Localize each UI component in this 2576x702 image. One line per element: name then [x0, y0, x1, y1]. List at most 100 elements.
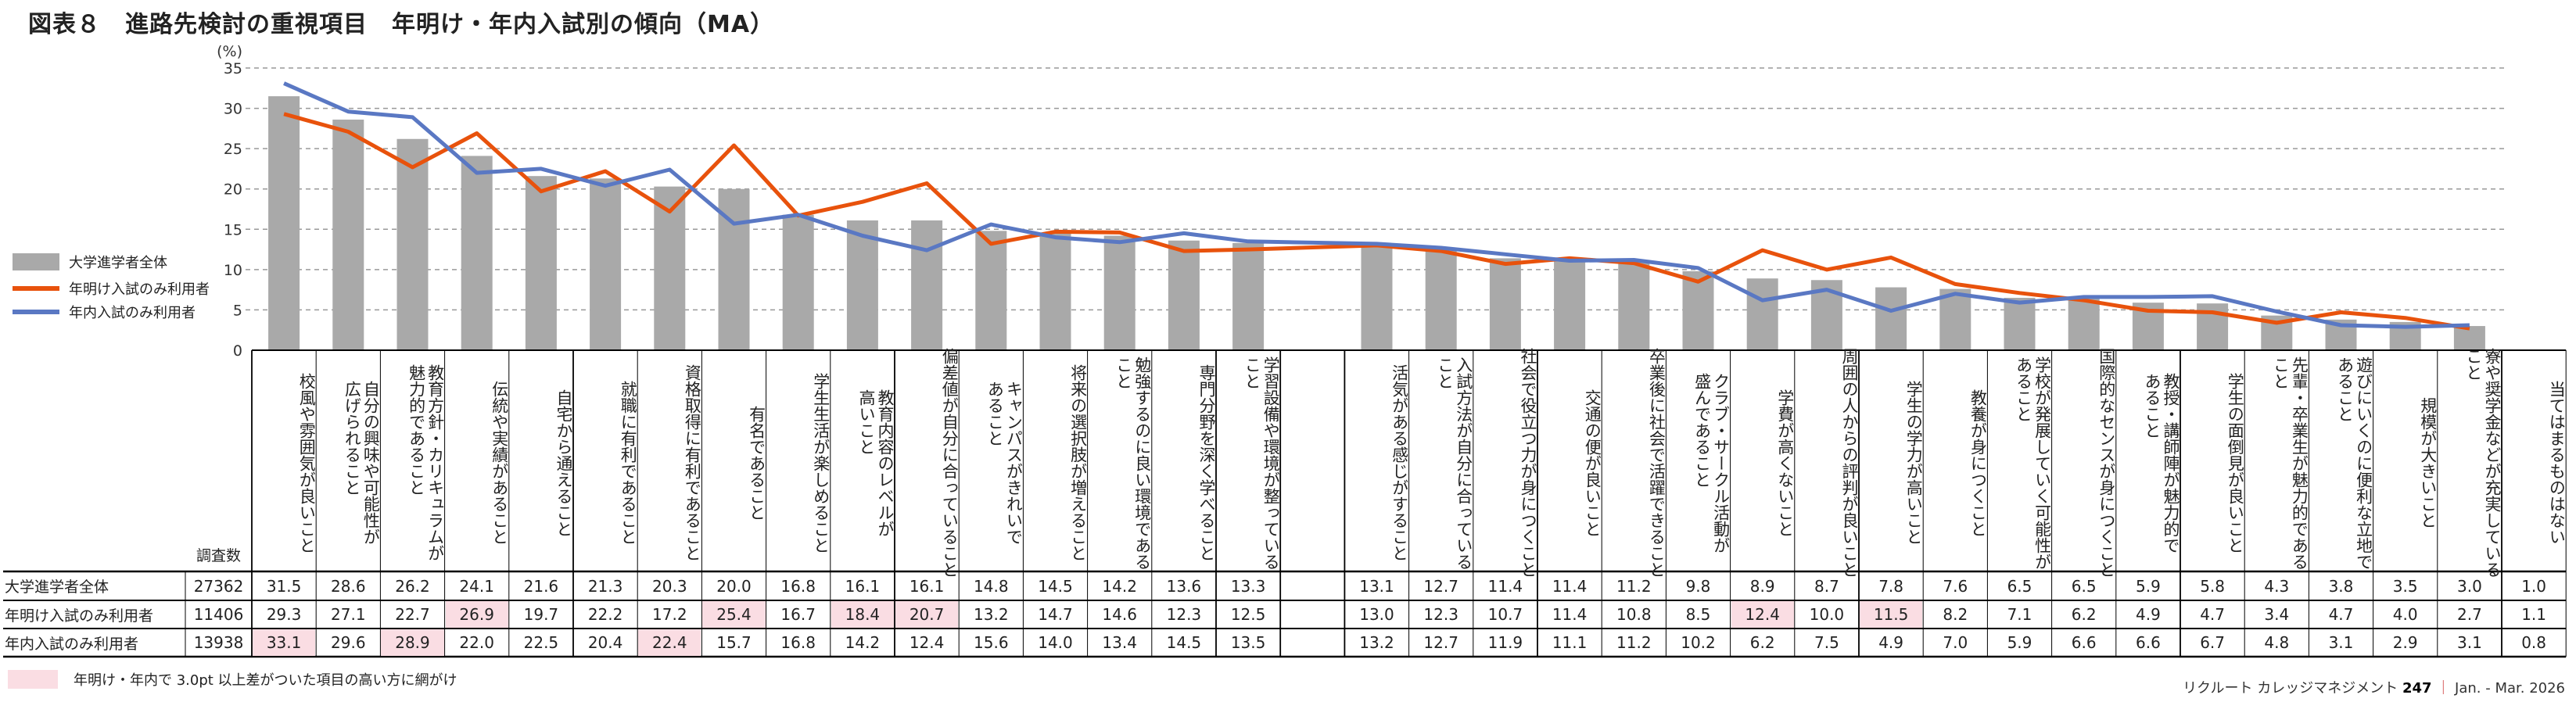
category-label: 教育方針・カリキュラムが 魅力的であること — [407, 364, 445, 561]
category-label: 専門分野を深く学べること — [1197, 364, 1216, 561]
table-cell: 15.7 — [716, 633, 752, 652]
table-cell: 13.2 — [1359, 633, 1394, 652]
y-tick-label: 10 — [224, 262, 242, 279]
table-cell: 26.2 — [395, 576, 430, 596]
table-cell: 11.2 — [1616, 576, 1652, 596]
table-cell: 12.4 — [909, 633, 945, 652]
table-cell: 11.4 — [1552, 605, 1588, 624]
bar — [1618, 260, 1650, 350]
table-cell: 3.5 — [2392, 576, 2418, 596]
bar — [1425, 248, 1457, 350]
table-cell: 6.6 — [2071, 633, 2097, 652]
table-cell: 16.8 — [780, 633, 816, 652]
table-cell: 10.8 — [1616, 605, 1652, 624]
table-cell: 4.8 — [2264, 633, 2290, 652]
category-label: 学生生活が楽しめること — [811, 372, 831, 553]
table-cell: 8.9 — [1749, 576, 1775, 596]
category-label: 教育内容のレベルが 高いこと — [856, 389, 895, 537]
table-cell: 13.2 — [974, 605, 1009, 624]
category-label: 交通の便が良いこと — [1583, 389, 1602, 537]
category-label: 規模が大きいこと — [2418, 397, 2438, 528]
bar — [975, 231, 1007, 350]
table-cell: 4.0 — [2392, 605, 2418, 624]
category-label: 就職に有利であること — [619, 381, 638, 545]
publication-name: リクルート カレッジマネジメント — [2183, 680, 2398, 697]
table-cell: 12.3 — [1423, 605, 1458, 624]
category-label: 入試方法が自分に合っている こと — [1435, 356, 1473, 570]
table-cell: 15.6 — [974, 633, 1009, 652]
table-cell: 12.5 — [1230, 605, 1266, 624]
bar — [846, 220, 878, 350]
table-cell: 16.7 — [780, 605, 816, 624]
y-tick-label: 20 — [224, 181, 242, 199]
legend-swatch-line — [13, 286, 59, 291]
category-label: 校風や雰囲気が良いこと — [297, 372, 317, 553]
table-cell: 25.4 — [702, 601, 766, 628]
category-label: 活気がある感じがすること — [1390, 364, 1409, 561]
table-cell: 11.2 — [1616, 633, 1652, 652]
category-label: 偏差値が自分に合っていること — [940, 348, 960, 578]
table-cell: 10.2 — [1681, 633, 1716, 652]
table-cell: 10.0 — [1809, 605, 1845, 624]
bar — [1103, 235, 1136, 350]
table-cell: 14.2 — [1102, 576, 1137, 596]
footnote: 年明け・年内で 3.0pt 以上差がついた項目の高い方に網がけ — [8, 669, 457, 689]
table-cell: 12.4 — [1731, 601, 1794, 628]
row-n: 11406 — [193, 605, 244, 624]
category-label: 先輩・卒業生が魅力的である こと — [2271, 356, 2309, 570]
table-cell: 28.6 — [331, 576, 366, 596]
category-label: 学生の学力が高いこと — [1904, 381, 1924, 545]
y-axis-unit: (%) — [217, 43, 242, 60]
table-cell: 0.8 — [2521, 633, 2546, 652]
table-cell: 13.1 — [1359, 576, 1394, 596]
bar — [525, 176, 557, 350]
legend-item-ake: 年明け入試のみ利用者 — [13, 278, 210, 299]
table-cell: 16.1 — [909, 576, 945, 596]
highlight-swatch — [8, 670, 58, 689]
table-cell: 20.7 — [895, 601, 959, 628]
table-cell: 27.1 — [331, 605, 366, 624]
table-cell: 4.9 — [1878, 633, 1903, 652]
table-cell: 6.6 — [2135, 633, 2161, 652]
table-cell: 5.8 — [2200, 576, 2225, 596]
bar — [1039, 233, 1071, 350]
table-cell: 33.1 — [253, 629, 316, 656]
bar — [782, 214, 814, 350]
table-cell: 31.5 — [266, 576, 302, 596]
table-cell: 14.2 — [845, 633, 881, 652]
table-cell: 6.2 — [2071, 605, 2097, 624]
table-cell: 22.4 — [638, 629, 701, 656]
bar — [911, 220, 943, 350]
table-cell: 16.8 — [780, 576, 816, 596]
table-cell: 16.1 — [845, 576, 881, 596]
legend-label: 年明け入試のみ利用者 — [69, 281, 210, 298]
table-cell: 1.0 — [2521, 576, 2546, 596]
table-cell: 6.5 — [2007, 576, 2032, 596]
legend-label: 大学進学者全体 — [69, 255, 167, 271]
table-cell: 29.6 — [331, 633, 366, 652]
category-label: 伝統や実績があること — [490, 381, 509, 545]
table-cell: 14.0 — [1038, 633, 1073, 652]
category-label: 自分の興味や可能性が 広げられること — [343, 381, 381, 545]
separator: ｜ — [2436, 680, 2451, 697]
legend-swatch-line — [13, 310, 59, 314]
table-cell: 14.5 — [1166, 633, 1202, 652]
row-n: 13938 — [193, 633, 244, 652]
legend-item-nennai: 年内入試のみ利用者 — [13, 302, 196, 322]
page-footer: リクルート カレッジマネジメント 247 ｜ Jan. - Mar. 2026 — [2183, 677, 2565, 697]
table-cell: 7.8 — [1878, 576, 1903, 596]
category-label: 国際的なセンスが身につくこと — [2097, 348, 2116, 578]
table-cell: 17.2 — [652, 605, 687, 624]
category-label: 学校が発展していく可能性が あること — [2014, 356, 2052, 570]
category-label: 学習設備や環境が整っている こと — [1243, 356, 1281, 570]
table-cell: 19.7 — [523, 605, 559, 624]
table-cell: 3.8 — [2328, 576, 2354, 596]
table-cell: 7.0 — [1943, 633, 1968, 652]
table-cell: 18.4 — [831, 601, 894, 628]
table-cell: 3.0 — [2456, 576, 2482, 596]
table-cell: 12.7 — [1423, 633, 1458, 652]
table-cell: 1.1 — [2521, 605, 2546, 624]
y-tick-label: 30 — [224, 101, 242, 118]
table-cell: 2.7 — [2456, 605, 2482, 624]
bar — [268, 96, 300, 350]
